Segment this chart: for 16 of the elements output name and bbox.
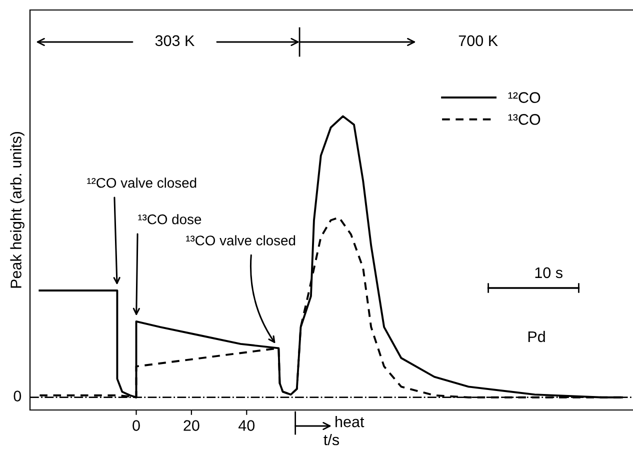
x-tick-label: 0 bbox=[132, 420, 140, 431]
y-axis-title: Peak height (arb. units) bbox=[10, 132, 24, 288]
text: 700 K bbox=[458, 35, 498, 46]
x-tick-label: 20 bbox=[184, 420, 200, 431]
annotation: ¹³CO dose bbox=[138, 214, 202, 224]
annotation: ¹²CO valve closed bbox=[87, 178, 196, 188]
x-tick-label: 40 bbox=[238, 420, 255, 431]
annotation: ¹³CO valve closed bbox=[186, 235, 296, 246]
legend-label: ¹²CO bbox=[508, 92, 540, 103]
text: heat bbox=[336, 416, 364, 428]
legend-label: ¹³CO bbox=[508, 114, 540, 125]
text: 303 K bbox=[155, 35, 195, 46]
annotation: 10 s bbox=[535, 267, 562, 278]
annotation: Pd bbox=[528, 330, 545, 342]
ref-line-label: 0 bbox=[14, 390, 22, 402]
x-axis-title: t/s bbox=[324, 434, 340, 446]
